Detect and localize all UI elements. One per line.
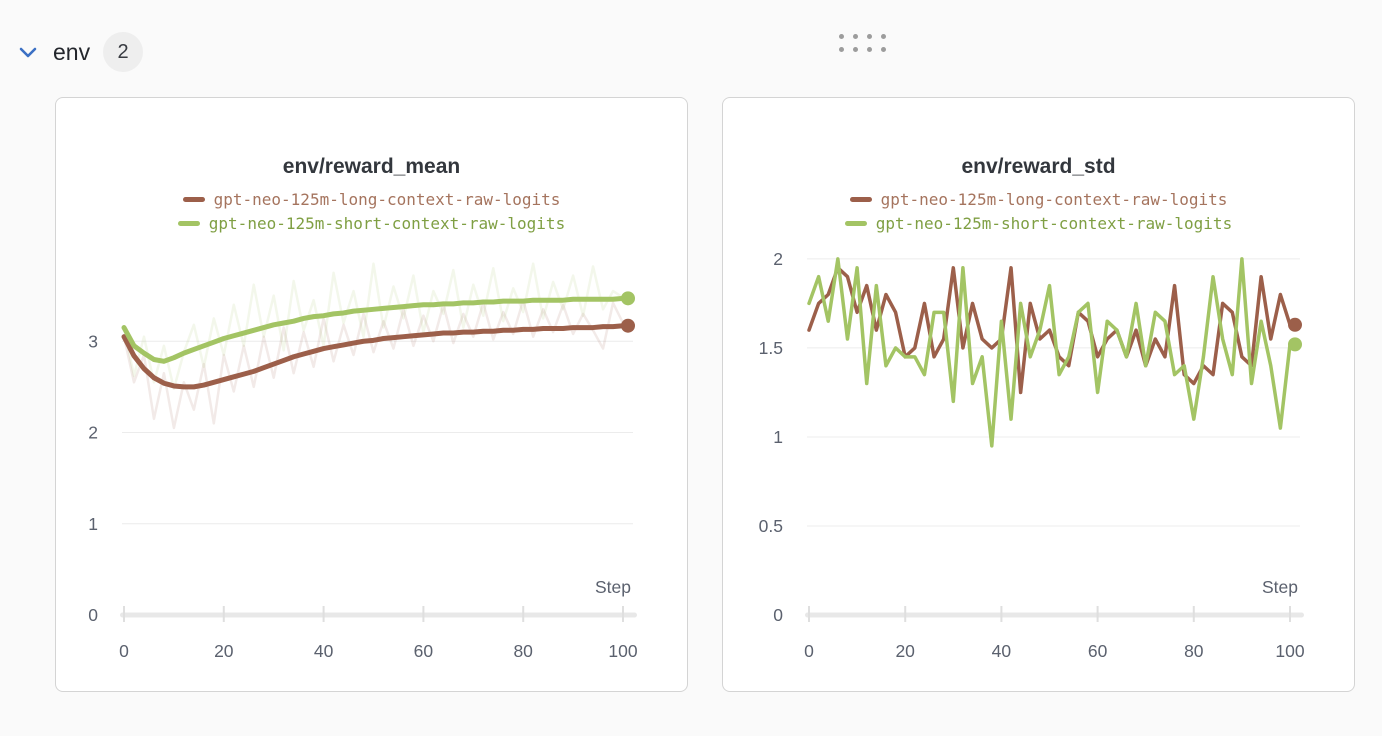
legend-label: gpt-neo-125m-long-context-raw-logits — [213, 190, 561, 209]
svg-text:0: 0 — [804, 641, 814, 661]
chart-title: env/reward_std — [961, 155, 1116, 178]
chart-panel-reward-mean[interactable]: env/reward_mean gpt-neo-125m-long-contex… — [55, 97, 688, 692]
svg-text:20: 20 — [895, 641, 915, 661]
legend-label: gpt-neo-125m-long-context-raw-logits — [880, 190, 1228, 209]
svg-text:0: 0 — [88, 605, 98, 625]
svg-text:100: 100 — [1275, 641, 1304, 661]
svg-text:1.5: 1.5 — [759, 338, 783, 358]
chart-legend: gpt-neo-125m-long-context-raw-logits gpt… — [723, 190, 1354, 233]
svg-text:80: 80 — [1184, 641, 1204, 661]
svg-text:0: 0 — [773, 605, 783, 625]
svg-text:Step: Step — [595, 577, 631, 597]
svg-text:60: 60 — [414, 641, 434, 661]
legend-item[interactable]: gpt-neo-125m-long-context-raw-logits — [182, 190, 561, 209]
svg-text:Step: Step — [1262, 577, 1298, 597]
svg-text:2: 2 — [88, 423, 98, 443]
legend-label: gpt-neo-125m-short-context-raw-logits — [208, 214, 566, 234]
chart-panel-reward-std[interactable]: env/reward_std gpt-neo-125m-long-context… — [722, 97, 1355, 692]
svg-text:1: 1 — [88, 514, 98, 534]
svg-text:1: 1 — [773, 427, 783, 447]
svg-text:2: 2 — [773, 250, 783, 269]
legend-item[interactable]: gpt-neo-125m-long-context-raw-logits — [849, 190, 1228, 209]
legend-swatch — [177, 221, 200, 227]
chart-title: env/reward_mean — [282, 155, 461, 178]
svg-text:40: 40 — [314, 641, 334, 661]
legend-item[interactable]: gpt-neo-125m-short-context-raw-logits — [177, 214, 566, 234]
line-chart-reward-std[interactable]: 2 1.5 1 0.5 0 0 20 40 60 80 100 Step — [723, 250, 1354, 670]
svg-text:60: 60 — [1088, 641, 1108, 661]
legend-label: gpt-neo-125m-short-context-raw-logits — [875, 214, 1233, 234]
section-header: env 2 — [16, 32, 144, 72]
chevron-down-icon[interactable] — [16, 40, 40, 64]
svg-text:0.5: 0.5 — [759, 516, 783, 536]
svg-text:20: 20 — [214, 641, 234, 661]
chart-legend: gpt-neo-125m-long-context-raw-logits gpt… — [56, 190, 687, 233]
drag-dots-icon[interactable] — [839, 34, 886, 52]
svg-text:100: 100 — [608, 641, 637, 661]
svg-text:0: 0 — [119, 641, 129, 661]
svg-text:80: 80 — [513, 641, 533, 661]
legend-swatch — [849, 197, 872, 203]
svg-text:40: 40 — [992, 641, 1012, 661]
legend-item[interactable]: gpt-neo-125m-short-context-raw-logits — [844, 214, 1233, 234]
legend-swatch — [182, 197, 205, 203]
svg-text:3: 3 — [88, 331, 98, 351]
legend-swatch — [844, 221, 867, 227]
panel-count-badge: 2 — [103, 32, 144, 72]
section-title[interactable]: env — [53, 38, 91, 65]
